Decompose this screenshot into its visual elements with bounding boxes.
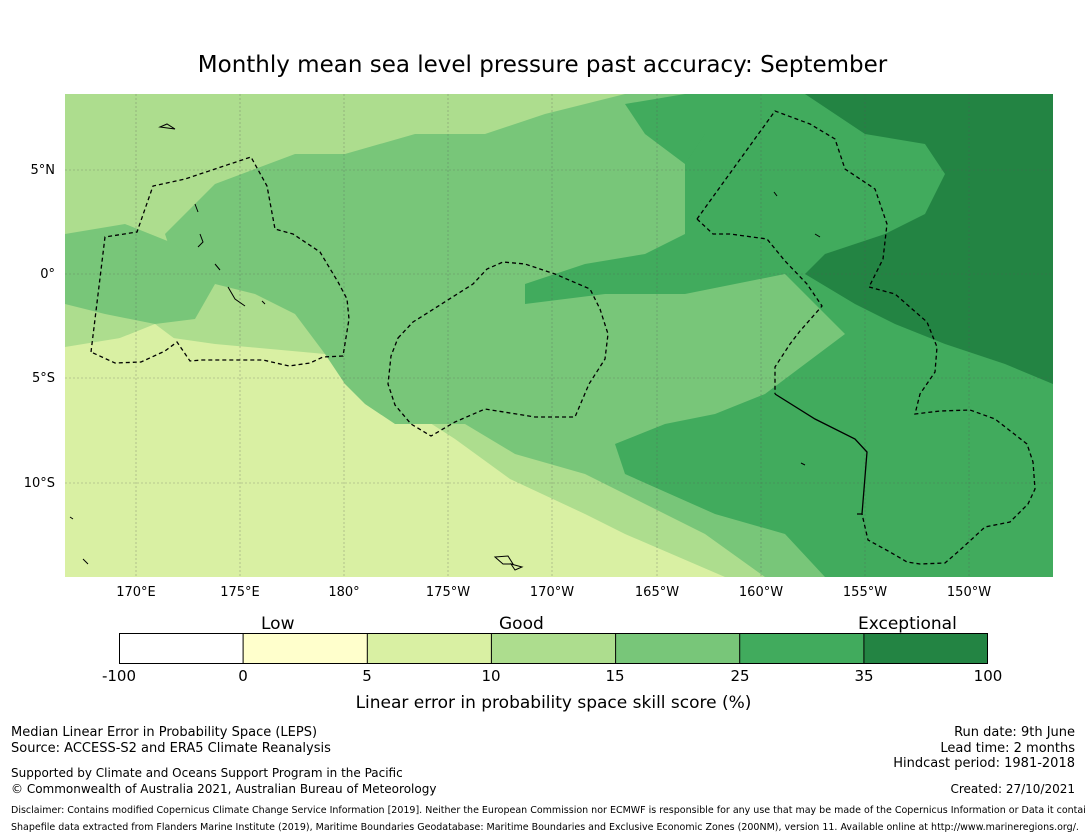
island-13 bbox=[82, 558, 89, 565]
skill-zone-5-10-south bbox=[65, 334, 725, 577]
island-coastlines bbox=[69, 123, 821, 571]
copyright-text: © Commonwealth of Australia 2021, Austra… bbox=[11, 782, 437, 796]
island-3 bbox=[197, 233, 204, 248]
skill-zone-25-35-east bbox=[625, 94, 705, 164]
eez-boundaries bbox=[90, 110, 1036, 565]
lon-label-170w: 170°W bbox=[529, 585, 575, 600]
colorbar-tick-25: 25 bbox=[730, 667, 750, 685]
skill-zone-25-35 bbox=[525, 94, 1053, 577]
run-date: Run date: 9th June bbox=[954, 725, 1075, 740]
support-text: Supported by Climate and Oceans Support … bbox=[11, 766, 403, 780]
lon-label-150w: 150°W bbox=[946, 585, 992, 600]
eez-boundary-east bbox=[696, 110, 1036, 565]
colorbar-tick-neg100: -100 bbox=[101, 667, 137, 685]
island-6 bbox=[261, 300, 266, 305]
colorbar-swatch-35-100 bbox=[863, 633, 988, 664]
island-10 bbox=[814, 233, 821, 238]
lon-label-175e: 175°E bbox=[220, 585, 260, 600]
category-exceptional: Exceptional bbox=[858, 614, 957, 634]
lon-label-160w: 160°W bbox=[738, 585, 784, 600]
maritime-boundary-solid bbox=[774, 393, 868, 515]
colorbar-tick-35: 35 bbox=[854, 667, 874, 685]
colorbar-swatch-10-15 bbox=[491, 633, 616, 664]
lon-label-155w: 155°W bbox=[842, 585, 888, 600]
colorbar-swatch-neg bbox=[119, 633, 244, 664]
lon-label-165w: 165°W bbox=[634, 585, 680, 600]
lat-label-5n: 5°N bbox=[30, 163, 56, 178]
source-text: Source: ACCESS-S2 and ERA5 Climate Reana… bbox=[11, 741, 331, 756]
colorbar bbox=[119, 633, 988, 664]
lead-time: Lead time: 2 months bbox=[940, 741, 1075, 756]
island-8 bbox=[509, 563, 524, 571]
island-4 bbox=[214, 263, 221, 271]
method-text: Median Linear Error in Probability Space… bbox=[11, 725, 318, 740]
category-good: Good bbox=[499, 614, 544, 634]
island-1 bbox=[158, 123, 176, 130]
lon-label-180: 180° bbox=[328, 585, 360, 600]
skill-zone-15-25-west bbox=[65, 224, 215, 324]
colorbar-swatch-25-35 bbox=[739, 633, 864, 664]
island-12 bbox=[69, 516, 74, 520]
eez-boundary-inner bbox=[696, 218, 823, 394]
colorbar-swatch-15-25 bbox=[615, 633, 740, 664]
lat-label-0: 0° bbox=[40, 267, 55, 282]
lon-label-170e: 170°E bbox=[116, 585, 156, 600]
colorbar-tick-0: 0 bbox=[238, 667, 248, 685]
colorbar-tick-10: 10 bbox=[481, 667, 501, 685]
island-7 bbox=[493, 555, 514, 565]
hindcast-period: Hindcast period: 1981-2018 bbox=[893, 756, 1075, 771]
colorbar-tick-5: 5 bbox=[362, 667, 372, 685]
skill-zone-35-100 bbox=[805, 94, 1053, 384]
island-9 bbox=[773, 191, 778, 197]
lat-label-10s: 10°S bbox=[23, 476, 55, 491]
island-11 bbox=[800, 462, 806, 466]
lon-label-175w: 175°W bbox=[425, 585, 471, 600]
eez-boundary-central bbox=[387, 261, 609, 437]
skill-zone-5-10-west bbox=[65, 324, 175, 394]
gridlines bbox=[65, 94, 1053, 577]
disclaimer-text: Disclaimer: Contains modified Copernicus… bbox=[11, 805, 1085, 816]
colorbar-tick-15: 15 bbox=[605, 667, 625, 685]
lat-label-5s: 5°S bbox=[31, 371, 55, 386]
map-title: Monthly mean sea level pressure past acc… bbox=[197, 52, 888, 78]
created-date: Created: 27/10/2021 bbox=[950, 782, 1075, 796]
colorbar-swatch-0-5 bbox=[243, 633, 368, 664]
colorbar-tick-100: 100 bbox=[973, 667, 1003, 685]
skill-map bbox=[65, 94, 1053, 577]
island-5 bbox=[227, 286, 246, 307]
colorbar-swatch-5-10 bbox=[367, 633, 492, 664]
category-low: Low bbox=[261, 614, 295, 634]
colorbar-title: Linear error in probability space skill … bbox=[355, 693, 752, 713]
shapefile-credit: Shapefile data extracted from Flanders M… bbox=[11, 822, 1079, 833]
island-2 bbox=[194, 203, 199, 213]
eez-boundary-west bbox=[90, 156, 350, 367]
